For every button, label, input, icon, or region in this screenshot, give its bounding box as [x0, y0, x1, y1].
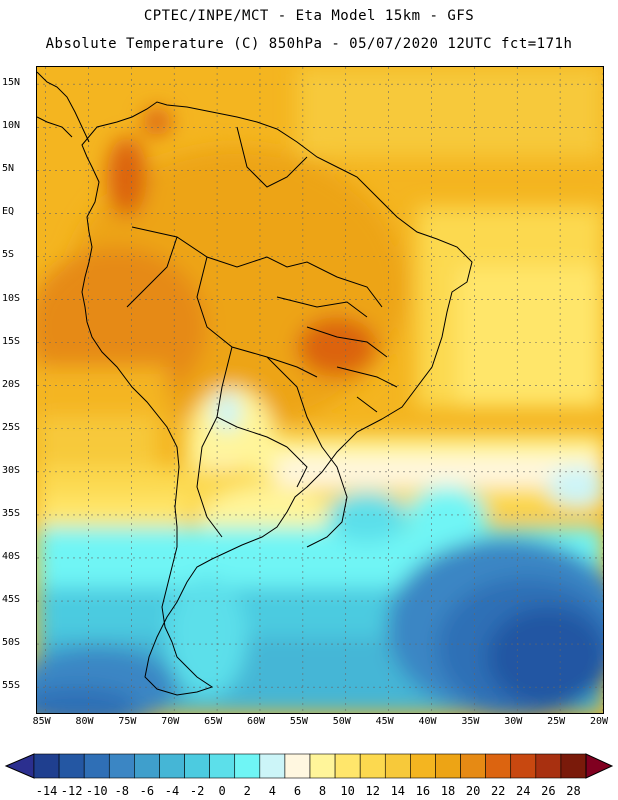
- colorbar-label: -10: [85, 784, 108, 798]
- lat-label: 15N: [2, 77, 21, 89]
- colorbar-swatch: [134, 753, 160, 779]
- colorbar-label: 22: [490, 784, 506, 798]
- lat-label: 50S: [2, 637, 21, 649]
- colorbar-swatch: [384, 753, 411, 779]
- central-america-coastline: [37, 71, 90, 143]
- colorbar-label: 4: [268, 784, 276, 798]
- coastlines: [37, 71, 473, 696]
- colorbar-swatch: [184, 753, 210, 779]
- lon-label: 45W: [375, 716, 394, 727]
- lon-label: 70W: [161, 716, 180, 727]
- colorbar-label: 2: [243, 784, 251, 798]
- colorbar-swatch: [83, 753, 110, 779]
- colorbar-swatch: [209, 753, 236, 779]
- colorbar-label: -2: [189, 784, 205, 798]
- lat-label: 10S: [2, 292, 21, 304]
- lat-label: EQ: [2, 206, 15, 218]
- brazil-state-borders: [236, 126, 398, 413]
- colorbar-swatch: [334, 753, 361, 779]
- colorbar-label: -6: [139, 784, 155, 798]
- colorbar-swatch: [284, 753, 311, 779]
- colorbar-label: 10: [340, 784, 355, 798]
- colorbar-swatch: [108, 753, 135, 779]
- lon-label: 75W: [118, 716, 137, 727]
- lon-label: 40W: [418, 716, 437, 727]
- lon-label: 20W: [590, 716, 609, 727]
- colorbar-label: 18: [440, 784, 456, 798]
- colorbar-swatch: [58, 753, 85, 779]
- lat-label: 5N: [2, 163, 15, 175]
- lat-label: 25S: [2, 421, 21, 433]
- lat-label: 15S: [2, 335, 21, 347]
- title-line-1: CPTEC/INPE/MCT - Eta Model 15km - GFS: [143, 8, 475, 24]
- map-canvas: [37, 67, 603, 713]
- colorbar-swatch: [234, 753, 261, 779]
- title-line-2: Absolute Temperature (C) 850hPa - 05/07/…: [45, 36, 573, 52]
- lon-label: 60W: [246, 716, 266, 727]
- colorbar-swatch: [359, 753, 386, 779]
- colorbar-swatch: [309, 753, 336, 779]
- lon-label: 30W: [504, 716, 523, 727]
- south-america-coastline: [81, 101, 473, 696]
- graticule: [37, 67, 603, 713]
- colorbar-label: 12: [365, 784, 380, 798]
- colorbar-label: 14: [390, 784, 406, 798]
- colorbar-label: 0: [218, 784, 226, 798]
- colorbar-swatch: [510, 753, 537, 779]
- lon-label: 25W: [547, 716, 566, 727]
- colorbar-label: -14: [35, 784, 58, 798]
- colorbar-label: 20: [465, 784, 481, 798]
- colorbar-label: 28: [566, 784, 581, 798]
- colorbar-swatch: [435, 753, 461, 779]
- lat-label: 40S: [2, 550, 21, 562]
- lat-label: 35S: [2, 507, 21, 519]
- colorbar-label: 6: [293, 784, 302, 798]
- lon-label: 65W: [204, 716, 223, 727]
- lat-label: 30S: [2, 464, 21, 476]
- colorbar-swatch: [460, 753, 486, 779]
- colorbar-label: 8: [318, 784, 327, 798]
- colorbar-swatch: [560, 753, 587, 779]
- lon-label: 55W: [289, 716, 308, 727]
- lon-label: 80W: [75, 716, 94, 727]
- lat-label: 55S: [2, 680, 21, 692]
- colorbar-label: -8: [114, 784, 130, 798]
- lon-label: 85W: [32, 716, 51, 727]
- lat-label: 5S: [2, 249, 15, 261]
- lon-label: 50W: [332, 716, 351, 727]
- lat-label: 20S: [2, 378, 21, 390]
- country-borders: [126, 226, 383, 548]
- colorbar-label: -12: [60, 784, 83, 798]
- colorbar-swatch: [485, 753, 512, 779]
- lat-label: 45S: [2, 594, 21, 606]
- colorbar-label: 24: [516, 784, 531, 798]
- colorbar-high-cap: [585, 753, 614, 779]
- colorbar-label: -4: [164, 784, 180, 798]
- colorbar: [4, 753, 614, 779]
- temperature-map[interactable]: [36, 66, 604, 714]
- colorbar-swatch: [535, 753, 562, 779]
- colorbar-swatch: [33, 753, 60, 779]
- colorbar-swatch: [259, 753, 286, 779]
- lon-label: 35W: [461, 716, 480, 727]
- colorbar-swatch: [410, 753, 436, 779]
- colorbar-low-cap: [4, 753, 35, 779]
- lat-label: 10N: [2, 120, 21, 132]
- colorbar-swatch: [159, 753, 185, 779]
- colorbar-label: 16: [415, 784, 431, 798]
- colorbar-label: 26: [541, 784, 556, 798]
